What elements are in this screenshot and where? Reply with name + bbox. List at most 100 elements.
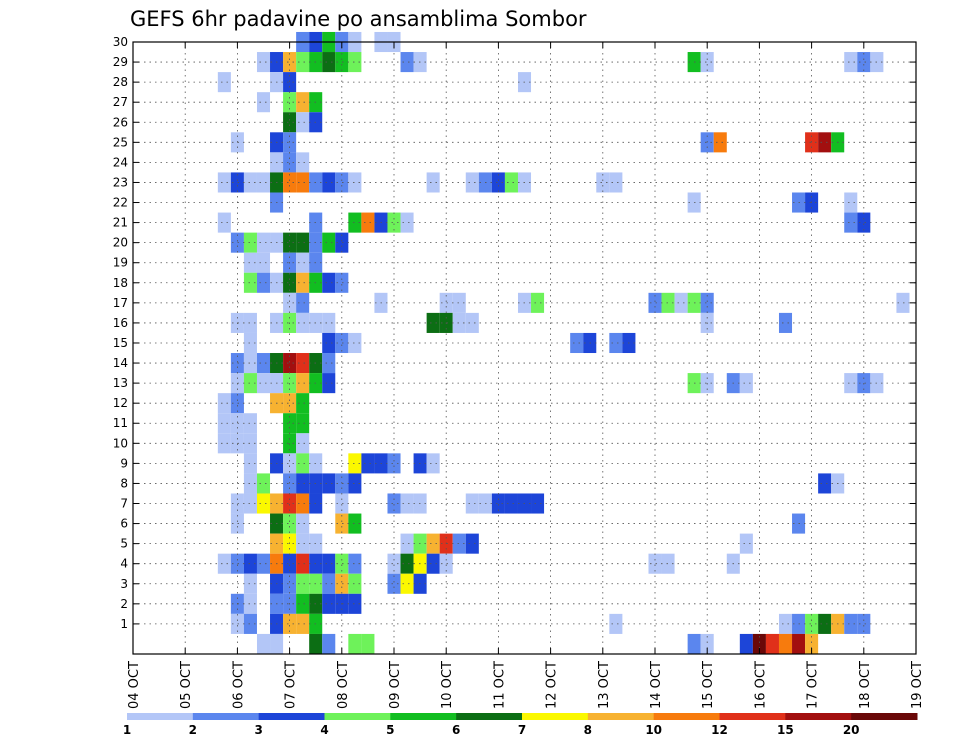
heatmap-cell bbox=[426, 553, 440, 574]
legend-label: 10 bbox=[645, 723, 662, 737]
y-tick-label: 5 bbox=[120, 537, 128, 551]
heatmap-cell bbox=[857, 52, 871, 73]
heatmap-cell bbox=[322, 553, 336, 574]
y-tick-label: 21 bbox=[113, 216, 128, 230]
x-tick-label: 08 OCT bbox=[336, 661, 351, 709]
color-legend: 1 2 3 4 5 6 7 8 10 12 15 20 bbox=[123, 713, 918, 737]
heatmap-cell bbox=[778, 633, 793, 654]
heatmap-cells bbox=[217, 31, 910, 654]
heatmap-cell bbox=[426, 453, 440, 474]
heatmap-cell bbox=[335, 573, 349, 594]
heatmap-cell bbox=[283, 513, 297, 534]
heatmap-cell bbox=[322, 332, 336, 354]
heatmap-cell bbox=[256, 232, 271, 253]
heatmap-cell bbox=[596, 172, 610, 193]
heatmap-cell bbox=[283, 553, 297, 574]
heatmap-cell bbox=[296, 272, 310, 293]
heatmap-cell bbox=[348, 633, 362, 654]
y-tick-label: 23 bbox=[113, 175, 128, 189]
heatmap-cell bbox=[322, 593, 336, 614]
heatmap-cell bbox=[296, 292, 310, 313]
grid-lines bbox=[133, 41, 916, 654]
heatmap-cell bbox=[283, 152, 297, 173]
heatmap-cell bbox=[230, 613, 244, 634]
heatmap-cell bbox=[243, 493, 257, 514]
legend-label: 7 bbox=[518, 723, 526, 737]
heatmap-cell bbox=[243, 613, 257, 634]
heatmap-cell bbox=[844, 373, 858, 394]
heatmap-cell bbox=[283, 613, 297, 634]
heatmap-cell bbox=[296, 373, 310, 394]
heatmap-cell bbox=[243, 373, 257, 394]
legend-swatch bbox=[192, 713, 260, 720]
heatmap-cell bbox=[230, 172, 244, 193]
heatmap-cell bbox=[256, 493, 271, 514]
heatmap-cell bbox=[217, 413, 231, 434]
heatmap-cell bbox=[439, 553, 453, 574]
heatmap-cell bbox=[230, 513, 244, 534]
heatmap-cell bbox=[531, 292, 545, 313]
legend-swatch bbox=[851, 713, 918, 720]
y-tick-label: 6 bbox=[120, 517, 128, 531]
heatmap-cell bbox=[348, 553, 362, 574]
heatmap-cell bbox=[426, 172, 440, 193]
legend-label: 1 bbox=[123, 723, 131, 737]
heatmap-cell bbox=[243, 232, 257, 253]
heatmap-cell bbox=[348, 52, 362, 73]
heatmap-cell bbox=[296, 152, 310, 173]
heatmap-cell bbox=[387, 573, 401, 594]
heatmap-cell bbox=[844, 613, 858, 634]
legend-swatch bbox=[522, 713, 589, 720]
y-tick-label: 14 bbox=[113, 356, 128, 370]
heatmap-cell bbox=[217, 172, 231, 193]
heatmap-cell bbox=[348, 172, 362, 193]
y-tick-label: 28 bbox=[113, 75, 128, 89]
x-tick-label: 13 OCT bbox=[597, 661, 612, 709]
heatmap-cell bbox=[296, 312, 310, 333]
heatmap-cell bbox=[857, 613, 871, 634]
heatmap-cell bbox=[283, 413, 297, 434]
heatmap-cell bbox=[687, 633, 701, 654]
x-tick-label: 05 OCT bbox=[179, 661, 194, 709]
heatmap-cell bbox=[674, 292, 688, 313]
heatmap-cell bbox=[400, 573, 414, 594]
heatmap-cell bbox=[465, 493, 479, 514]
heatmap-cell bbox=[805, 613, 819, 634]
heatmap-cell bbox=[661, 292, 675, 313]
heatmap-cell bbox=[283, 72, 297, 93]
y-tick-label: 13 bbox=[113, 376, 128, 390]
plot-frame bbox=[132, 41, 917, 655]
heatmap-cell bbox=[256, 52, 271, 73]
heatmap-cell bbox=[400, 533, 414, 554]
chart-title: GEFS 6hr padavine po ansamblima Sombor bbox=[130, 7, 587, 31]
heatmap-cell bbox=[452, 292, 466, 313]
heatmap-cell bbox=[335, 513, 349, 534]
heatmap-cell bbox=[322, 573, 336, 594]
heatmap-cell bbox=[322, 52, 336, 73]
heatmap-cell bbox=[609, 332, 623, 354]
heatmap-cell bbox=[296, 613, 310, 634]
heatmap-cell bbox=[400, 553, 414, 574]
heatmap-cell bbox=[322, 633, 336, 654]
heatmap-cell bbox=[348, 513, 362, 534]
heatmap-cell bbox=[296, 252, 310, 273]
legend-label: 4 bbox=[320, 723, 328, 737]
legend-label: 20 bbox=[843, 723, 860, 737]
x-tick-label: 17 OCT bbox=[806, 661, 821, 709]
y-tick-label: 18 bbox=[113, 276, 128, 290]
x-tick-label: 14 OCT bbox=[649, 661, 664, 709]
heatmap-cell bbox=[348, 212, 362, 233]
x-tick-label: 19 OCT bbox=[910, 661, 925, 709]
heatmap-cell bbox=[818, 473, 832, 494]
heatmap-cell bbox=[243, 553, 257, 574]
heatmap-cell bbox=[243, 593, 257, 614]
heatmap-cell bbox=[661, 553, 675, 574]
y-tick-label: 25 bbox=[113, 135, 128, 149]
x-tick-label: 11 OCT bbox=[492, 661, 507, 709]
y-tick-label: 17 bbox=[113, 296, 128, 310]
heatmap-cell bbox=[256, 172, 271, 193]
heatmap-cell bbox=[348, 593, 362, 614]
x-tick-label: 18 OCT bbox=[858, 661, 873, 709]
y-tick-label: 7 bbox=[120, 497, 128, 511]
heatmap-cell bbox=[322, 473, 336, 494]
